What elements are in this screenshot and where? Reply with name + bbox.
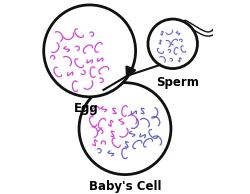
Circle shape [148, 19, 198, 68]
Circle shape [44, 5, 136, 97]
Text: Baby's Cell: Baby's Cell [89, 180, 161, 193]
Circle shape [79, 83, 171, 175]
Text: Egg: Egg [74, 102, 98, 115]
Circle shape [79, 83, 171, 175]
Text: Sperm: Sperm [156, 76, 200, 89]
